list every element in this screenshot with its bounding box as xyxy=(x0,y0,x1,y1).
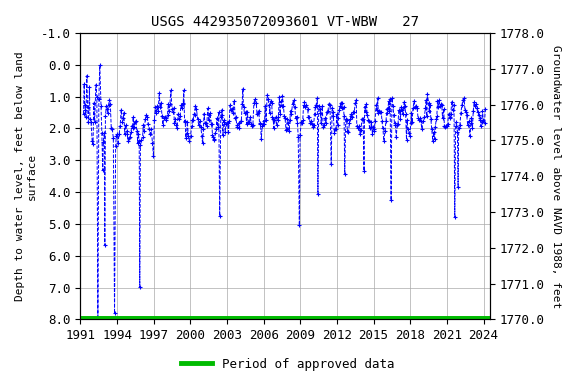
Title: USGS 442935072093601 VT-WBW   27: USGS 442935072093601 VT-WBW 27 xyxy=(151,15,419,29)
Legend: Period of approved data: Period of approved data xyxy=(176,353,400,376)
Y-axis label: Depth to water level, feet below land
surface: Depth to water level, feet below land su… xyxy=(15,51,37,301)
Y-axis label: Groundwater level above NAVD 1988, feet: Groundwater level above NAVD 1988, feet xyxy=(551,45,561,308)
